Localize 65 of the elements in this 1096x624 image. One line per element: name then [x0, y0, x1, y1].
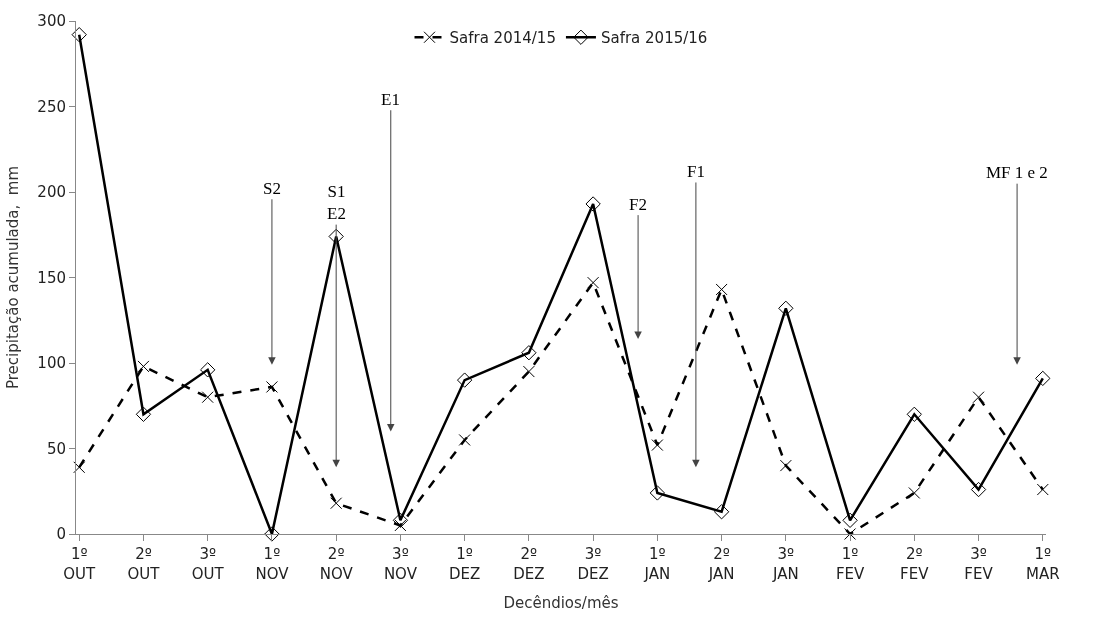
x-tick-label: 1º NOV: [255, 545, 290, 583]
x-tick-label: 1º MAR: [1025, 545, 1060, 583]
y-tick-label: 250: [37, 97, 66, 116]
annotation: S2: [263, 179, 281, 198]
point: [908, 486, 921, 499]
x-tick-label: 3º DEZ: [577, 545, 609, 583]
x-tick-label: 2º DEZ: [513, 545, 545, 583]
annotation: E1: [381, 90, 400, 109]
point: [778, 300, 794, 316]
point: [330, 497, 343, 510]
x-axis-title: Decêndios/mês: [503, 593, 619, 612]
x-tick-label: 1º DEZ: [448, 545, 481, 583]
annotation: F2: [629, 195, 647, 214]
point: [394, 519, 407, 532]
x-tick-label: 2º NOV: [319, 545, 354, 583]
point: [585, 196, 601, 212]
point: [713, 504, 730, 520]
x-tick-label: 1º JAN: [643, 545, 671, 583]
x-tick-label: 1º FEV: [835, 545, 865, 583]
annotation: F1: [687, 162, 705, 181]
point: [200, 362, 216, 378]
x-tick-label: 2º JAN: [707, 545, 735, 583]
point: [392, 512, 409, 528]
point: [73, 461, 86, 474]
x-tick-label: 3º FEV: [964, 545, 994, 583]
point: [842, 512, 858, 528]
point: [135, 406, 152, 422]
y-tick-label: 100: [37, 354, 66, 373]
y-axis-title: Precipitação acumulada, mm: [3, 165, 22, 390]
y-tick-label: 0: [56, 525, 66, 544]
x-tick-label: 1º OUT: [63, 545, 97, 583]
point: [649, 485, 666, 501]
x-tick-label: 2º OUT: [127, 545, 161, 583]
point: [587, 276, 600, 289]
y-tick-label: 200: [37, 183, 66, 202]
legend-label: Safra 2015/16: [600, 29, 708, 48]
point: [1036, 483, 1049, 496]
point: [328, 228, 344, 245]
annotation: S1 E2: [327, 182, 346, 224]
y-tick-label: 50: [46, 439, 66, 458]
x-tick-label: 3º JAN: [772, 545, 799, 583]
x-tick-label: 3º OUT: [191, 545, 225, 583]
point: [456, 372, 473, 388]
point: [522, 365, 535, 378]
point: [201, 391, 214, 404]
x-tick-label: 3º NOV: [383, 545, 418, 583]
legend-label: Safra 2014/15: [449, 29, 556, 48]
point: [972, 391, 985, 404]
point: [906, 406, 922, 422]
x-tick-label: 2º FEV: [900, 545, 930, 583]
point: [715, 283, 728, 296]
point: [844, 528, 857, 540]
point: [521, 345, 537, 361]
annotation: MF 1 e 2: [986, 163, 1048, 182]
point: [651, 439, 664, 452]
y-tick-label: 300: [37, 12, 66, 31]
point: [970, 481, 987, 498]
point: [265, 380, 278, 393]
point: [779, 459, 792, 472]
point: [71, 27, 87, 43]
point: [137, 360, 150, 373]
y-tick-label: 150: [37, 268, 66, 287]
point: [1035, 370, 1051, 387]
point: [458, 433, 471, 446]
point: [264, 526, 280, 542]
